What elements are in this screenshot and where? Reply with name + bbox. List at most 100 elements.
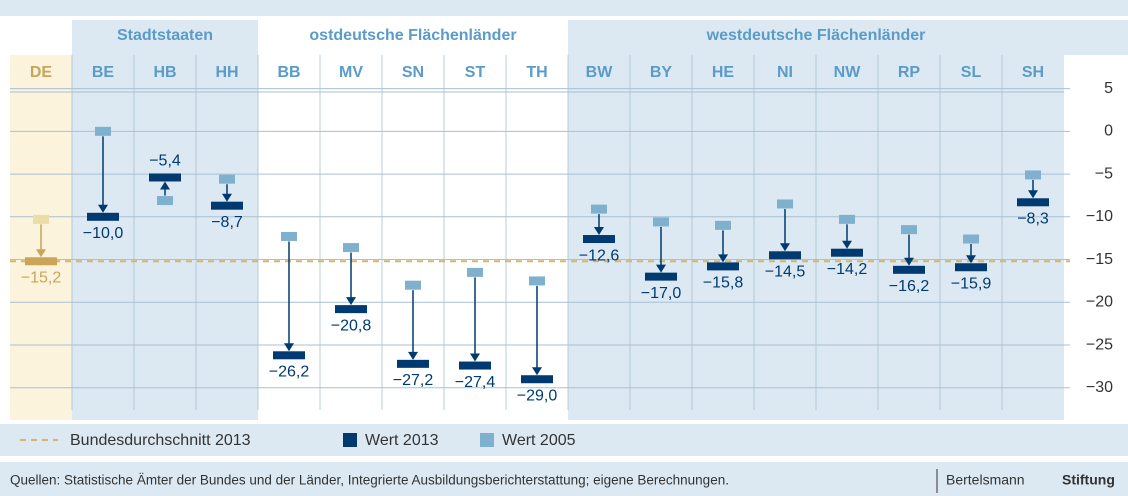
- marker-2013: [893, 265, 925, 274]
- marker-2013: [831, 248, 863, 257]
- logo: Stiftung: [1062, 472, 1115, 488]
- marker-2013: [707, 262, 739, 271]
- arrow-head: [346, 297, 356, 306]
- marker-2005: [157, 196, 173, 206]
- group-label: Stadtstaaten: [117, 27, 213, 44]
- value-label: −29,0: [517, 387, 558, 404]
- marker-2013: [1017, 198, 1049, 207]
- value-label: −27,4: [455, 374, 496, 391]
- value-label: −12,6: [579, 247, 620, 264]
- arrow-head: [470, 353, 480, 362]
- x-tick-label: BW: [586, 64, 614, 81]
- marker-2005: [901, 225, 917, 235]
- marker-2013: [273, 351, 305, 360]
- marker-2005: [33, 214, 49, 224]
- value-label: −8,7: [211, 214, 243, 231]
- x-tick-label: ST: [465, 64, 486, 81]
- legend-swatch: [343, 433, 357, 447]
- legend-label: Wert 2005: [502, 432, 576, 449]
- logo: Bertelsmann: [946, 472, 1025, 488]
- value-label: −17,0: [641, 285, 682, 302]
- marker-2013: [769, 251, 801, 260]
- y-tick-label: 5: [1104, 80, 1113, 97]
- arrow-head: [780, 243, 790, 252]
- marker-2005: [777, 199, 793, 209]
- x-tick-label: SL: [961, 64, 982, 81]
- value-label: −10,0: [83, 225, 124, 242]
- arrow-head: [656, 264, 666, 273]
- marker-2005: [405, 280, 421, 290]
- marker-2005: [219, 174, 235, 184]
- arrow-head: [222, 193, 232, 202]
- group-label: ostdeutsche Flächenländer: [309, 27, 516, 44]
- arrow-head: [36, 249, 46, 258]
- marker-2013: [397, 359, 429, 368]
- marker-2005: [467, 267, 483, 277]
- y-tick-label: −25: [1086, 336, 1113, 353]
- marker-2005: [95, 126, 111, 136]
- marker-2005: [281, 231, 297, 241]
- arrow-head: [160, 181, 170, 190]
- header-band-right: [1064, 20, 1128, 55]
- arrow-head: [408, 351, 418, 360]
- x-tick-label: TH: [526, 64, 547, 81]
- marker-2005: [653, 217, 669, 227]
- arrow-head: [718, 254, 728, 263]
- top-strip: [0, 0, 1128, 16]
- legend-swatch: [480, 433, 494, 447]
- arrow-head: [904, 257, 914, 266]
- value-label: −15,2: [21, 269, 62, 286]
- y-tick-label: −5: [1095, 165, 1113, 182]
- marker-2005: [529, 276, 545, 286]
- value-label: −20,8: [331, 317, 372, 334]
- source: Quellen: Statistische Ämter der Bundes u…: [10, 473, 729, 488]
- arrow-head: [966, 255, 976, 264]
- value-label: −15,9: [951, 275, 992, 292]
- x-tick-label: SN: [402, 64, 424, 81]
- x-tick-label: HB: [153, 64, 176, 81]
- arrow-head: [98, 204, 108, 213]
- marker-2005: [839, 214, 855, 224]
- value-label: −16,2: [889, 278, 930, 295]
- value-label: −8,3: [1017, 210, 1049, 227]
- value-label: −14,2: [827, 261, 868, 278]
- x-tick-label: DE: [30, 64, 53, 81]
- arrow-head: [594, 227, 604, 236]
- legend-band: [0, 424, 1128, 456]
- value-label: −27,2: [393, 372, 434, 389]
- marker-2013: [645, 272, 677, 281]
- marker-2013: [87, 212, 119, 221]
- x-tick-label: BB: [277, 64, 300, 81]
- marker-2013: [25, 257, 57, 266]
- x-tick-label: SH: [1022, 64, 1044, 81]
- value-label: −26,2: [269, 364, 310, 381]
- x-tick-label: HH: [215, 64, 238, 81]
- x-tick-label: NW: [834, 64, 862, 81]
- marker-2013: [459, 361, 491, 370]
- marker-2013: [335, 305, 367, 314]
- marker-2005: [715, 220, 731, 230]
- marker-2013: [149, 173, 181, 182]
- x-tick-label: BE: [92, 64, 115, 81]
- y-tick-label: 0: [1104, 123, 1113, 140]
- value-label: −5,4: [149, 153, 181, 170]
- arrow-head: [1028, 190, 1038, 199]
- marker-2013: [521, 375, 553, 384]
- marker-2005: [1025, 170, 1041, 180]
- y-tick-label: −30: [1086, 379, 1113, 396]
- group-label: westdeutsche Flächenländer: [706, 27, 926, 44]
- x-tick-label: NI: [777, 64, 793, 81]
- footer-band: [0, 462, 1128, 496]
- y-tick-label: −10: [1086, 208, 1113, 225]
- x-tick-label: RP: [898, 64, 921, 81]
- x-tick-label: BY: [650, 64, 673, 81]
- legend-label: Wert 2013: [365, 432, 439, 449]
- marker-2005: [343, 243, 359, 253]
- x-tick-label: MV: [339, 64, 363, 81]
- y-tick-label: −20: [1086, 294, 1113, 311]
- marker-2005: [963, 234, 979, 244]
- y-tick-label: −15: [1086, 251, 1113, 268]
- legend-label: Bundesdurchschnitt 2013: [70, 432, 251, 449]
- marker-2005: [591, 204, 607, 214]
